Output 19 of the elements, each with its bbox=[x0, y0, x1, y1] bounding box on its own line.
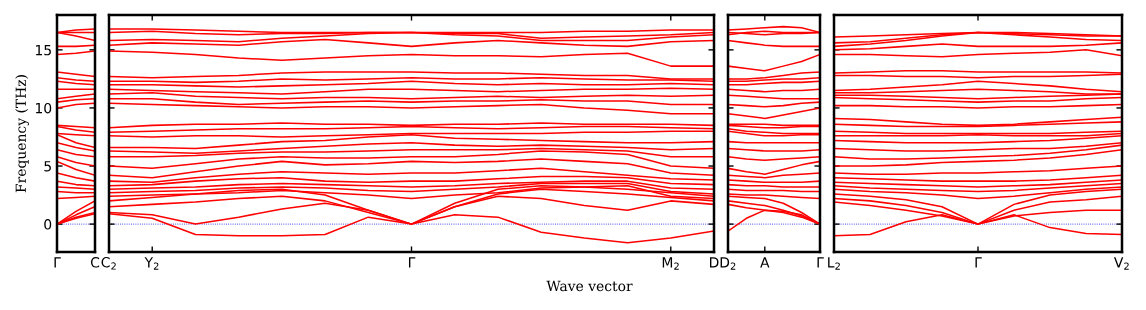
x-tick-label: V$_{2}$ bbox=[1113, 257, 1129, 270]
x-tick-label: Γ bbox=[54, 257, 61, 268]
y-tick-label: 15 bbox=[35, 45, 51, 56]
x-tick-label: M$_{2}$ bbox=[662, 257, 679, 270]
y-tick-label: 10 bbox=[35, 102, 52, 114]
x-tick-label: D$_{2}$ bbox=[720, 257, 736, 270]
x-tick-label: Γ bbox=[817, 257, 824, 268]
y-tick-label: 5 bbox=[44, 161, 51, 172]
x-tick-label: A bbox=[760, 257, 770, 268]
x-axis-title: Wave vector bbox=[546, 280, 633, 292]
x-tick-label: Γ bbox=[975, 257, 982, 268]
x-tick-label: D bbox=[710, 257, 719, 268]
y-axis-title: Frequency (THz) bbox=[15, 75, 29, 193]
x-tick-label: L$_{2}$ bbox=[828, 257, 840, 270]
x-tick-label: C$_{2}$ bbox=[101, 257, 116, 270]
y-tick-label: 0 bbox=[44, 219, 52, 230]
x-tick-label: Γ bbox=[408, 257, 416, 268]
x-tick-label: Y$_{2}$ bbox=[144, 257, 159, 270]
x-tick-label: C bbox=[90, 257, 100, 268]
